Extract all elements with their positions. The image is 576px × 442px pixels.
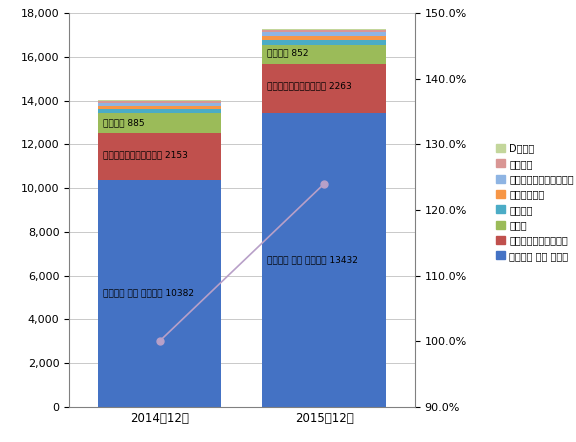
Text: カレコ， 852: カレコ， 852 [267, 48, 309, 57]
Bar [98, 180, 221, 407]
Bar [98, 106, 221, 109]
Bar [263, 30, 386, 32]
Text: カレコ， 885: カレコ， 885 [103, 118, 145, 127]
Bar [263, 29, 386, 30]
Bar [263, 39, 386, 45]
Bar [263, 32, 386, 36]
Bar [263, 113, 386, 407]
Bar [263, 36, 386, 39]
Bar [98, 100, 221, 101]
Bar [98, 103, 221, 106]
Bar [263, 64, 386, 113]
Bar [98, 101, 221, 103]
Text: タイムズ カー プラス， 10382: タイムズ カー プラス， 10382 [103, 289, 194, 297]
Bar [98, 113, 221, 133]
Bar [263, 45, 386, 64]
Text: オリックスカーシェア， 2153: オリックスカーシェア， 2153 [103, 151, 188, 160]
Bar [98, 133, 221, 180]
Text: タイムズ カー プラス， 13432: タイムズ カー プラス， 13432 [267, 256, 358, 265]
Text: オリックスカーシェア， 2263: オリックスカーシェア， 2263 [267, 81, 352, 90]
Bar [98, 109, 221, 113]
Legend: Dシェア, エコロカ, カーシェアリング・ワン, アース・カー, カリテコ, カレコ, オリックスカーシェア, タイムズ カー プラス: Dシェア, エコロカ, カーシェアリング・ワン, アース・カー, カリテコ, カ… [495, 143, 574, 261]
